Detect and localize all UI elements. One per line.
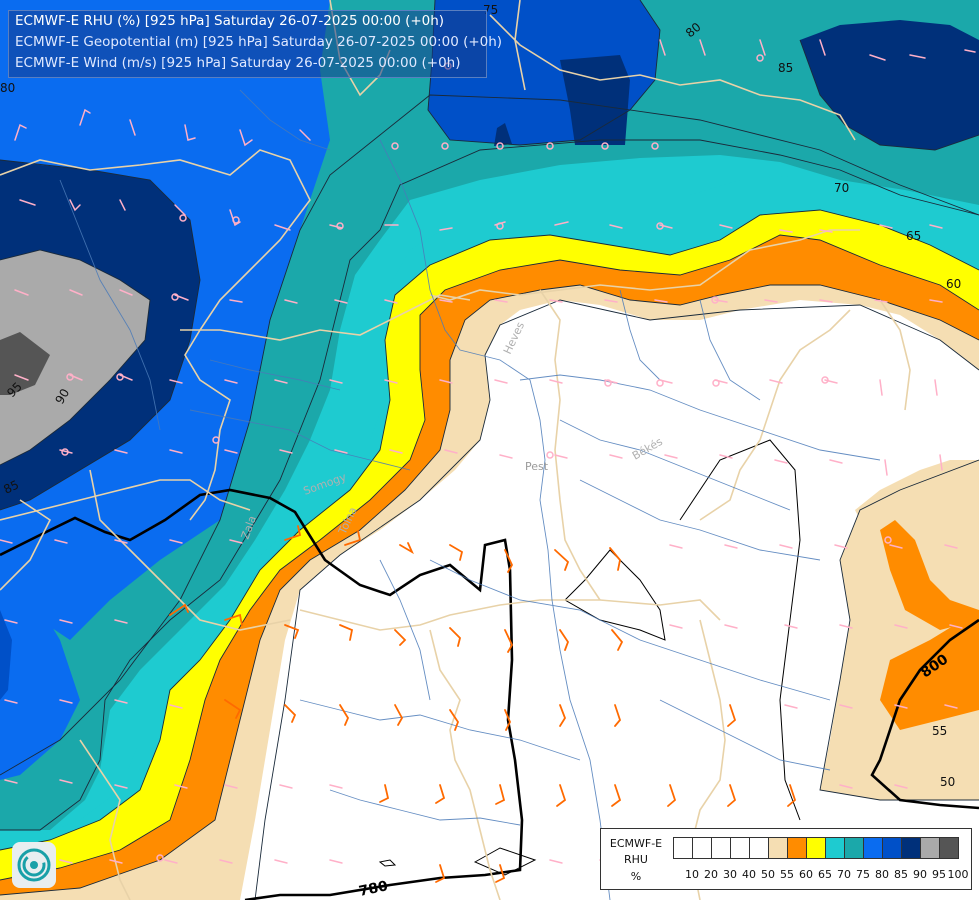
- rh-band-80b: [0, 0, 760, 770]
- rh-label-70: 70: [834, 181, 849, 195]
- title-box: ECMWF-E RHU (%) [925 hPa] Saturday 26-07…: [8, 10, 502, 78]
- legend-swatch: [749, 837, 769, 859]
- rh-sw-85: [0, 610, 12, 700]
- legend-tick-label: 70: [837, 868, 851, 881]
- legend-swatch: [730, 837, 750, 859]
- rh-core-100-west: [0, 332, 50, 395]
- rh-core-95-west: [0, 250, 150, 465]
- rh-core-90-ne2: [494, 123, 512, 146]
- legend-swatch: [768, 837, 788, 859]
- rh-east-60a: [880, 520, 979, 630]
- legend-tick-label: 55: [780, 868, 794, 881]
- legend-tick-label: 80: [875, 868, 889, 881]
- rh-label-55: 55: [932, 724, 947, 738]
- rh-label-65: 65: [906, 229, 921, 243]
- rh-east-60b: [880, 610, 979, 730]
- legend-title-model: ECMWF-E: [609, 837, 663, 850]
- legend-swatch: [711, 837, 731, 859]
- ecmwf-logo-icon: [12, 842, 56, 888]
- rh-sw-80: [0, 585, 80, 780]
- calm-markers: [61, 54, 892, 862]
- legend-swatch: [825, 837, 845, 859]
- title-rhu: ECMWF-E RHU (%) [925 hPa] Saturday 26-07…: [15, 13, 445, 29]
- legend-swatch: [939, 837, 959, 859]
- geo-label-780: 780: [358, 878, 390, 900]
- legend-swatch: [673, 837, 693, 859]
- legend-tick-label: 40: [742, 868, 756, 881]
- legend-swatch: [920, 837, 940, 859]
- legend-title-variable: RHU: [624, 853, 648, 866]
- legend-swatch: [806, 837, 826, 859]
- rh-core-90-ne3: [800, 20, 979, 150]
- rh-label-60: 60: [946, 277, 961, 291]
- rh-label-85: 85: [778, 61, 793, 75]
- rh-label-85-west: 85: [1, 478, 21, 497]
- place-label-pest: Pest: [525, 460, 549, 473]
- rh-label-50: 50: [940, 775, 955, 789]
- rivers: [59, 89, 881, 900]
- ecmwf-logo-graphic: [17, 848, 51, 882]
- legend-swatch: [787, 837, 807, 859]
- wind-barbs-strong: [169, 525, 797, 883]
- rh-label-90: 90: [52, 386, 72, 406]
- rhu-legend: ECMWF-E RHU % 10 20 30 40 50 55 60 65 70 75 80 85 90…: [600, 828, 972, 890]
- title-geopotential: ECMWF-E Geopotential (m) [925 hPa] Satur…: [15, 34, 503, 50]
- legend-tick-label: 65: [818, 868, 832, 881]
- legend-tick-label: 30: [723, 868, 737, 881]
- legend-swatch: [882, 837, 902, 859]
- legend-tick-label: 95: [932, 868, 946, 881]
- legend-tick-label: 50: [761, 868, 775, 881]
- legend-tick-label: 90: [913, 868, 927, 881]
- country-borders: [0, 0, 911, 900]
- legend-tick-label: 10: [685, 868, 699, 881]
- title-wind: ECMWF-E Wind (m/s) [925 hPa] Saturday 26…: [15, 55, 461, 71]
- legend-title-unit: %: [630, 870, 642, 883]
- legend-tick-label: 60: [799, 868, 813, 881]
- rh-label-80-west: 80: [0, 81, 15, 95]
- legend-swatch: [863, 837, 883, 859]
- legend-tick-label: 100: [947, 868, 969, 881]
- wind-barbs-weak: [0, 39, 976, 864]
- geopotential-thin: [378, 439, 801, 876]
- legend-swatch: [844, 837, 864, 859]
- legend-tick-label: 85: [894, 868, 908, 881]
- rh-core-90-ne1: [560, 55, 630, 145]
- legend-swatch: [692, 837, 712, 859]
- legend-tick-label: 20: [704, 868, 718, 881]
- legend-swatch: [901, 837, 921, 859]
- legend-tick-label: 75: [856, 868, 870, 881]
